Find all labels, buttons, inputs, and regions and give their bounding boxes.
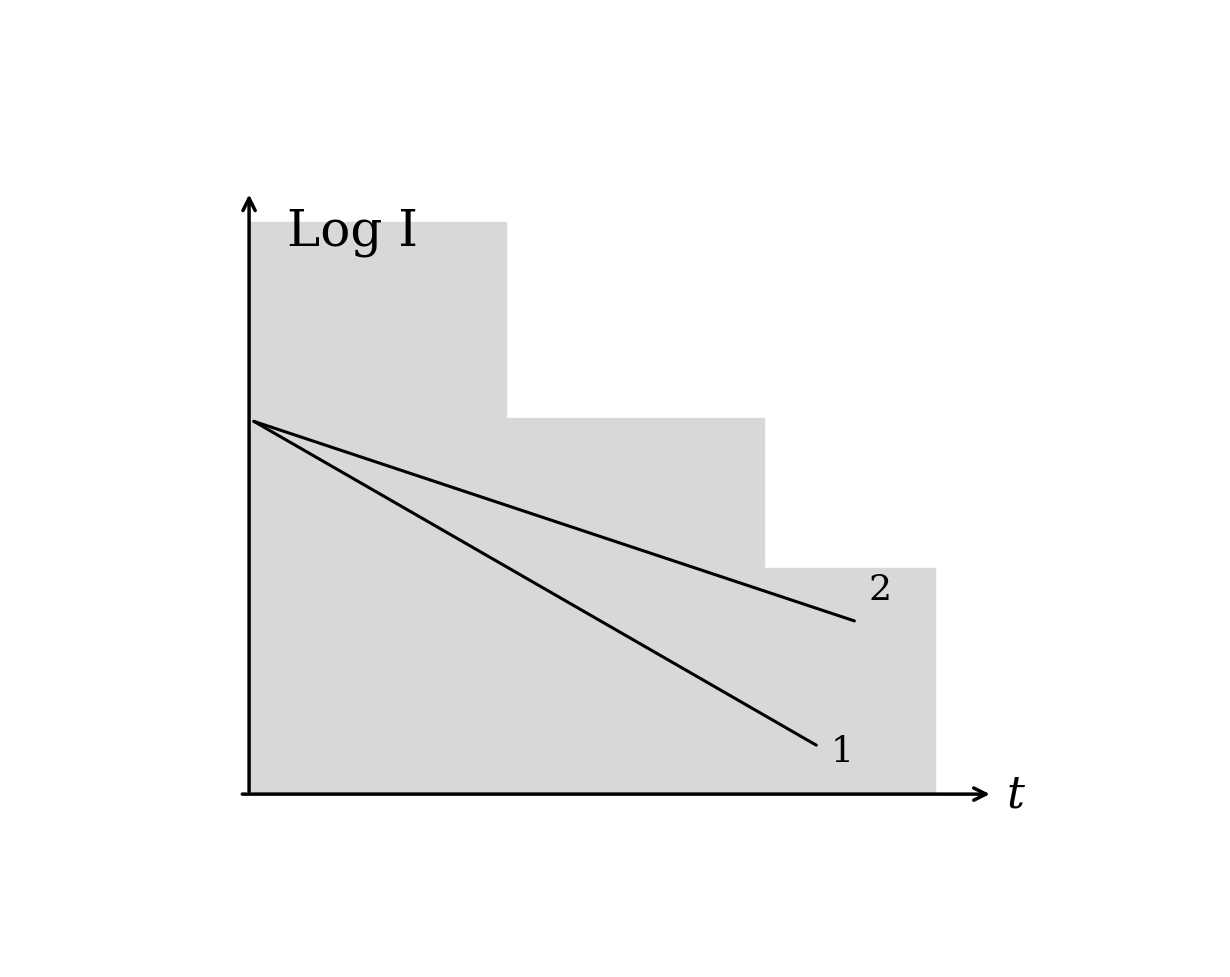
Text: Log I: Log I (288, 207, 418, 257)
Text: t: t (1007, 773, 1025, 816)
Bar (764, 569, 936, 794)
Text: 2: 2 (868, 573, 892, 606)
Text: 1: 1 (830, 734, 854, 768)
Bar (507, 418, 764, 794)
Bar (248, 223, 507, 794)
